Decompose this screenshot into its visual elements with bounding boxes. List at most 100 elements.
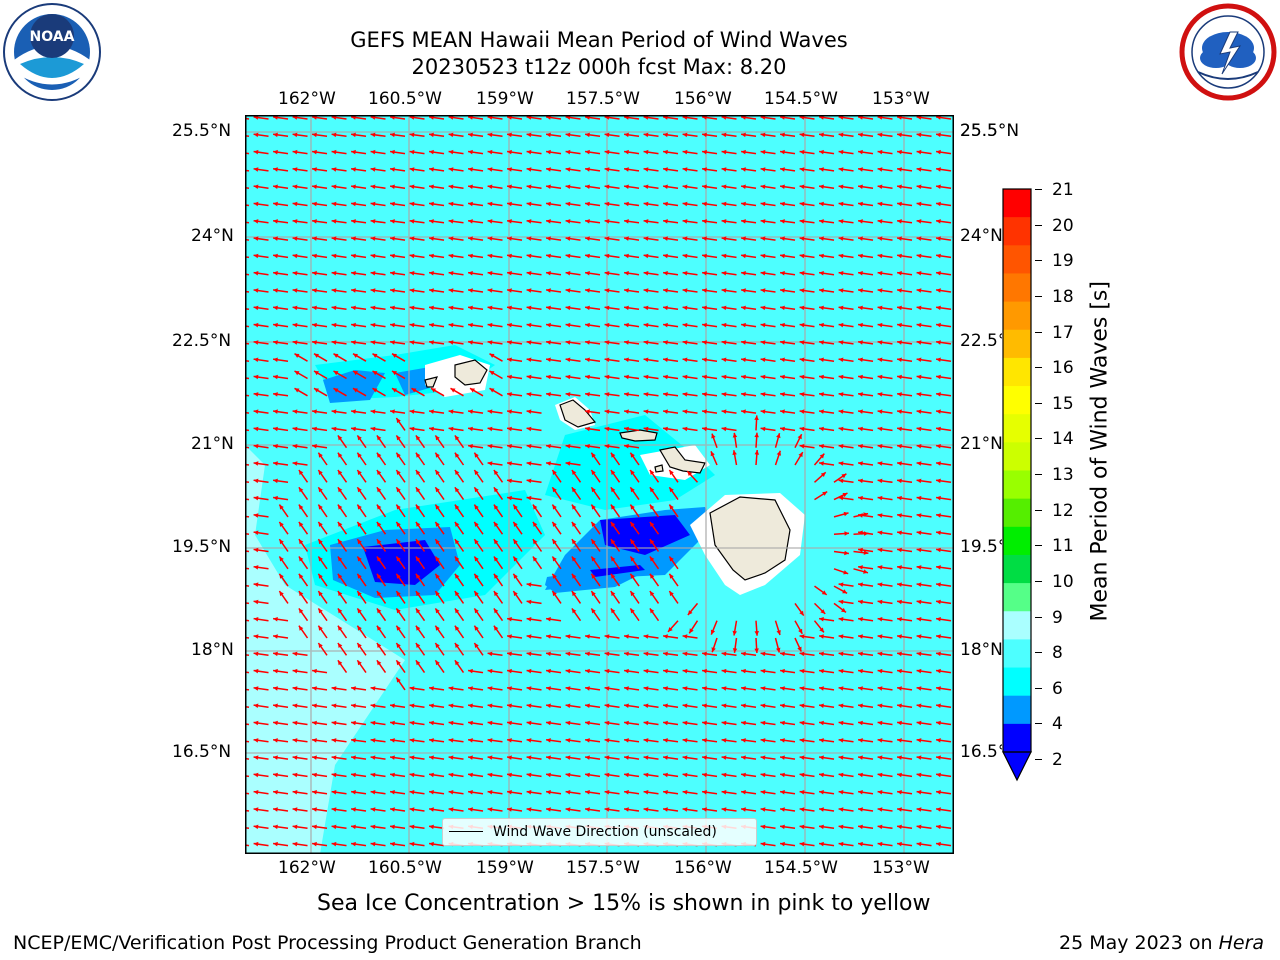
- wind-wave-vector-head: [838, 184, 844, 189]
- wind-wave-vector-head: [429, 703, 434, 708]
- wind-wave-vector-head: [351, 288, 356, 293]
- wind-wave-vector-head: [273, 634, 278, 639]
- wind-wave-vector-head: [292, 340, 298, 345]
- wind-wave-vector-head: [253, 703, 259, 708]
- wind-wave-vector-head: [312, 201, 317, 207]
- wind-wave-vector-head: [799, 271, 805, 276]
- wind-wave-vector-head: [741, 236, 746, 241]
- wind-wave-vector-head: [682, 184, 688, 189]
- wind-wave-vector-head: [643, 807, 649, 812]
- wind-wave-vector-head: [604, 755, 610, 760]
- wind-wave-vector-head: [936, 668, 941, 674]
- wind-wave-vector-head: [396, 539, 401, 545]
- wind-wave-vector-head: [643, 720, 649, 726]
- wind-wave-vector: [245, 325, 250, 328]
- wind-wave-vector-head: [353, 371, 358, 376]
- wind-wave-vector-head: [448, 340, 454, 345]
- wind-wave-vector-head: [429, 790, 434, 795]
- wind-wave-vector: [245, 515, 250, 518]
- wind-wave-vector-head: [799, 841, 805, 847]
- wind-wave-vector-head: [897, 409, 902, 414]
- wind-wave-vector-head: [799, 322, 805, 328]
- wind-wave-vector: [245, 550, 250, 553]
- wind-wave-vector-head: [435, 556, 440, 562]
- wind-wave-vector-head: [819, 340, 824, 345]
- wind-wave-vector-head: [273, 755, 278, 760]
- wind-wave-vector-head: [376, 487, 382, 493]
- wind-wave-vector-head: [799, 167, 805, 172]
- wind-wave-vector-head: [415, 608, 421, 614]
- wind-wave-vector-head: [253, 495, 259, 501]
- wind-wave-vector-head: [292, 132, 298, 138]
- wind-wave-vector-head: [649, 539, 655, 545]
- wind-wave-vector-head: [630, 452, 635, 458]
- wind-wave-vector-head: [663, 132, 668, 138]
- wind-wave-vector-head: [585, 305, 590, 311]
- wind-wave-vector-head: [253, 807, 259, 812]
- wind-wave-vector-head: [682, 253, 688, 259]
- wind-wave-vector-head: [493, 591, 499, 597]
- wind-wave-vector-head: [936, 184, 941, 189]
- wind-wave-vector-head: [565, 322, 571, 328]
- wind-wave-vector-head: [916, 841, 922, 847]
- wind-wave-vector-head: [663, 201, 668, 207]
- wind-wave-vector: [245, 826, 250, 830]
- wind-wave-vector-head: [273, 444, 278, 449]
- wind-wave-vector-head: [415, 591, 421, 597]
- wind-wave-vector-head: [643, 322, 649, 328]
- wind-wave-vector-head: [351, 340, 356, 345]
- wind-wave-vector-head: [273, 790, 278, 795]
- wind-wave-vector-head: [429, 149, 434, 155]
- wind-wave-vector-head: [565, 340, 571, 345]
- wind-wave-vector-head: [435, 573, 440, 579]
- wind-wave-vector-head: [858, 219, 863, 224]
- wind-wave-vector-head: [604, 720, 610, 726]
- wind-wave-vector-head: [819, 824, 824, 830]
- wind-wave-vector-head: [936, 201, 941, 207]
- wind-wave-vector-head: [624, 357, 629, 362]
- wind-wave-vector-head: [396, 591, 401, 597]
- wind-wave-vector-head: [474, 487, 479, 493]
- wind-wave-vector: [245, 204, 250, 207]
- wind-wave-vector-head: [507, 478, 512, 484]
- wind-wave-vector-head: [760, 374, 766, 380]
- wind-wave-vector: [245, 186, 250, 189]
- wind-wave-vector-head: [448, 253, 454, 259]
- wind-wave-vector-head: [370, 305, 376, 311]
- wind-wave-vector-head: [390, 807, 395, 812]
- wind-wave-vector-head: [897, 236, 902, 241]
- wind-wave-vector-head: [663, 738, 668, 743]
- wind-wave-vector-head: [838, 357, 844, 362]
- wind-wave-vector-head: [585, 790, 590, 795]
- colorbar-segment: [1003, 217, 1031, 246]
- wind-wave-vector-head: [682, 149, 688, 155]
- wind-wave-vector-head: [916, 582, 922, 587]
- wind-wave-vector-head: [858, 651, 863, 657]
- wind-wave-vector-head: [819, 253, 824, 259]
- wind-wave-vector-head: [454, 643, 460, 648]
- wind-wave-vector-head: [663, 184, 668, 189]
- wind-wave-vector-head: [571, 591, 577, 597]
- wind-wave-vector-head: [312, 426, 317, 432]
- wind-wave-vector-head: [741, 132, 746, 138]
- wind-wave-vector-head: [799, 426, 805, 432]
- wind-wave-vector-head: [721, 322, 727, 328]
- wind-wave-vector-head: [390, 720, 395, 726]
- wind-wave-vector-head: [526, 374, 532, 380]
- wind-wave-vector-head: [411, 388, 417, 393]
- wind-wave-vector-head: [312, 720, 317, 726]
- wind-wave-vector-head: [253, 322, 259, 328]
- wind-wave-vector-head: [897, 322, 902, 328]
- wind-wave-vector-head: [526, 132, 532, 138]
- wind-wave-vector-head: [292, 149, 298, 155]
- wind-wave-vector-head: [936, 219, 941, 224]
- wind-wave-vector-head: [318, 504, 323, 510]
- wind-wave-vector-head: [936, 444, 941, 449]
- wind-wave-vector-head: [487, 686, 493, 691]
- wind-wave-vector-head: [819, 149, 824, 155]
- wind-wave-vector-head: [450, 388, 456, 393]
- wind-wave-vector-head: [643, 686, 649, 691]
- wind-wave-vector-head: [474, 539, 479, 545]
- wind-wave-vector-head: [799, 807, 805, 812]
- wind-wave-vector-head: [721, 340, 727, 345]
